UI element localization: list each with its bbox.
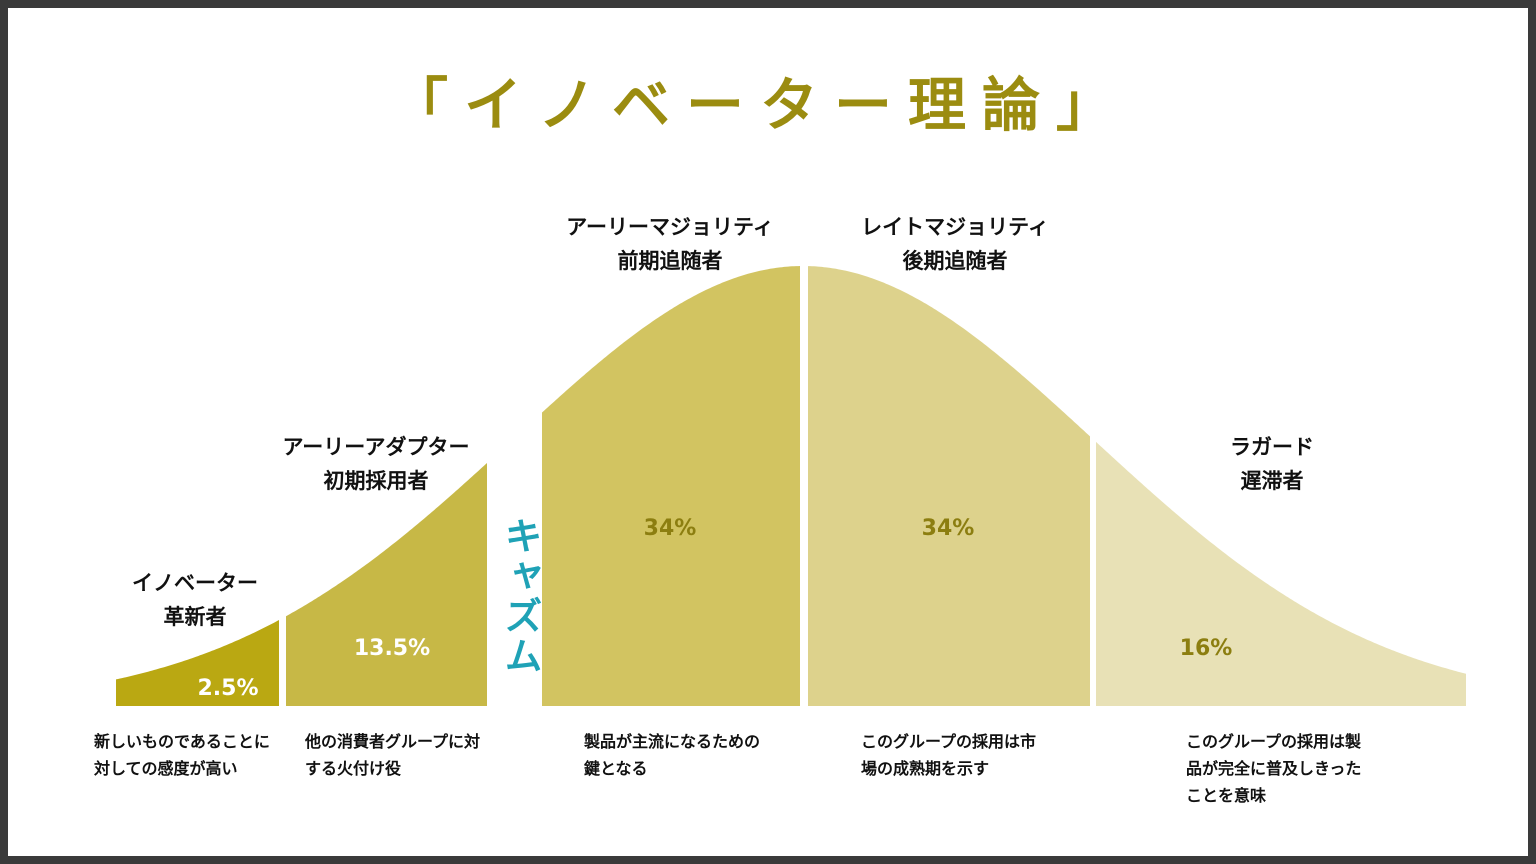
segment-laggards-area bbox=[1096, 441, 1466, 706]
late-majority-title: レイトマジョリティ bbox=[861, 215, 1049, 239]
early-majority-description: 製品が主流になるための鍵となる bbox=[584, 732, 761, 778]
segment-late-majority-name: レイトマジョリティ 後期追随者 bbox=[825, 210, 1085, 278]
early-majority-percent: 34% bbox=[643, 516, 697, 541]
early-adopters-title: アーリーアダプター bbox=[282, 435, 470, 459]
early-adopters-description: 他の消費者グループに対する火付け役 bbox=[305, 732, 481, 778]
segment-innovators-name: イノベーター 革新者 bbox=[95, 566, 295, 634]
early-majority-subtitle: 前期追随者 bbox=[617, 249, 723, 273]
innovators-title: イノベーター bbox=[132, 571, 258, 595]
late-majority-subtitle: 後期追随者 bbox=[902, 249, 1008, 273]
late-majority-description: このグループの採用は市場の成熟期を示す bbox=[861, 732, 1037, 778]
laggards-subtitle: 遅滞者 bbox=[1240, 469, 1304, 493]
innovators-description: 新しいものであることに対しての感度が高い bbox=[94, 732, 270, 778]
segment-innovators-area bbox=[116, 620, 279, 706]
segment-laggards-name: ラガード 遅滞者 bbox=[1172, 430, 1372, 498]
early-adopters-subtitle: 初期採用者 bbox=[323, 469, 429, 493]
innovators-subtitle: 革新者 bbox=[163, 605, 227, 629]
innovators-percent: 2.5% bbox=[197, 676, 259, 701]
early-adopters-percent: 13.5% bbox=[353, 636, 431, 661]
laggards-description: このグループの採用は製品が完全に普及しきったことを意味 bbox=[1186, 732, 1362, 805]
page-title: 「イノベーター理論」 bbox=[389, 71, 1130, 139]
early-majority-title: アーリーマジョリティ bbox=[566, 215, 774, 239]
laggards-title: ラガード bbox=[1230, 435, 1314, 459]
chasm-label: キャズム bbox=[498, 516, 542, 676]
segment-early-majority-name: アーリーマジョリティ 前期追随者 bbox=[540, 210, 800, 278]
segment-early-adopters-name: アーリーアダプター 初期採用者 bbox=[246, 430, 506, 498]
laggards-percent: 16% bbox=[1179, 636, 1233, 661]
segment-early-majority-area bbox=[542, 266, 800, 706]
late-majority-percent: 34% bbox=[921, 516, 975, 541]
segment-early-adopters-area bbox=[286, 463, 487, 706]
segment-late-majority-area bbox=[808, 266, 1090, 706]
